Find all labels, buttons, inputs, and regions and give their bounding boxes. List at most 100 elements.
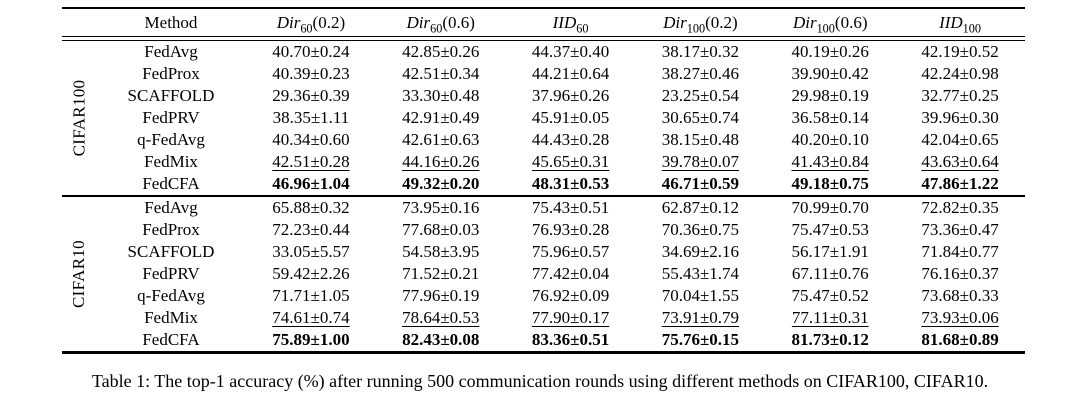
value-cell: 43.63±0.64 bbox=[895, 151, 1025, 173]
dataset-block-cifar10: CIFAR10 FedAvg 65.88±0.32 73.95±0.16 75.43±0… bbox=[62, 197, 1025, 351]
method-cell: FedMix bbox=[144, 308, 198, 327]
accuracy-value: 36.58±0.14 bbox=[791, 108, 869, 127]
value-cell: 72.82±0.35 bbox=[895, 197, 1025, 219]
value-cell: 49.18±0.75 bbox=[765, 173, 895, 195]
table-row: FedCFA 75.89±1.00 82.43±0.08 83.36±0.51 75.7… bbox=[96, 329, 1025, 351]
accuracy-value: 44.21±0.64 bbox=[531, 64, 610, 83]
accuracy-value: 40.39±0.23 bbox=[272, 64, 350, 83]
table-row: FedAvg 65.88±0.32 73.95±0.16 75.43±0.51 62.8… bbox=[96, 197, 1025, 219]
method-cell: FedCFA bbox=[142, 174, 200, 193]
accuracy-value: 46.96±1.04 bbox=[272, 174, 350, 193]
math-symbol: Dir bbox=[792, 13, 817, 32]
dataset-label-text: CIFAR10 bbox=[69, 240, 89, 308]
method-cell: SCAFFOLD bbox=[127, 86, 215, 105]
value-cell: 81.68±0.89 bbox=[895, 329, 1025, 351]
accuracy-value: 38.17±0.32 bbox=[661, 42, 740, 61]
value-cell: 67.11±0.76 bbox=[765, 263, 895, 285]
math-symbol: Dir bbox=[276, 13, 301, 32]
accuracy-value: 39.78±0.07 bbox=[661, 152, 740, 171]
value-cell: 40.39±0.23 bbox=[246, 63, 376, 85]
value-cell: 75.43±0.51 bbox=[506, 197, 636, 219]
value-cell: 77.96±0.19 bbox=[376, 285, 506, 307]
accuracy-value: 40.19±0.26 bbox=[791, 42, 869, 61]
accuracy-value: 73.95±0.16 bbox=[402, 198, 480, 217]
accuracy-value: 62.87±0.12 bbox=[661, 198, 740, 217]
value-cell: 29.98±0.19 bbox=[765, 85, 895, 107]
accuracy-value: 75.47±0.52 bbox=[791, 286, 869, 305]
value-cell: 44.43±0.28 bbox=[506, 129, 636, 151]
accuracy-value: 75.76±0.15 bbox=[661, 330, 740, 349]
value-cell: 40.70±0.24 bbox=[246, 41, 376, 63]
value-cell: 40.34±0.60 bbox=[246, 129, 376, 151]
accuracy-value: 74.61±0.74 bbox=[272, 308, 350, 327]
accuracy-value: 49.32±0.20 bbox=[402, 174, 480, 193]
table-row: FedPRV 38.35±1.11 42.91±0.49 45.91±0.05 30.6… bbox=[96, 107, 1025, 129]
method-cell: q-FedAvg bbox=[137, 286, 205, 305]
accuracy-value: 59.42±2.26 bbox=[272, 264, 350, 283]
value-cell: 70.36±0.75 bbox=[635, 219, 765, 241]
math-argument: (0.6) bbox=[442, 13, 475, 32]
accuracy-value: 38.15±0.48 bbox=[661, 130, 740, 149]
column-header: IID100 bbox=[895, 9, 1025, 36]
table-caption: Table 1: The top-1 accuracy (%) after ru… bbox=[91, 370, 989, 391]
value-cell: 65.88±0.32 bbox=[246, 197, 376, 219]
value-cell: 38.27±0.46 bbox=[635, 63, 765, 85]
value-cell: 42.24±0.98 bbox=[895, 63, 1025, 85]
accuracy-value: 29.36±0.39 bbox=[272, 86, 350, 105]
accuracy-value: 30.65±0.74 bbox=[661, 108, 740, 127]
column-header: Method bbox=[144, 13, 198, 32]
accuracy-value: 32.77±0.25 bbox=[921, 86, 999, 105]
value-cell: 42.51±0.28 bbox=[246, 151, 376, 173]
value-cell: 78.64±0.53 bbox=[376, 307, 506, 329]
math-subscript: 100 bbox=[962, 21, 982, 36]
value-cell: 29.36±0.39 bbox=[246, 85, 376, 107]
accuracy-value: 42.51±0.28 bbox=[272, 152, 350, 171]
accuracy-value: 72.82±0.35 bbox=[921, 198, 999, 217]
accuracy-value: 70.04±1.55 bbox=[661, 286, 740, 305]
value-cell: 75.76±0.15 bbox=[635, 329, 765, 351]
math-subscript: 100 bbox=[686, 21, 706, 36]
value-cell: 81.73±0.12 bbox=[765, 329, 895, 351]
value-cell: 77.90±0.17 bbox=[506, 307, 636, 329]
method-cell: FedProx bbox=[142, 220, 200, 239]
method-cell: FedAvg bbox=[144, 42, 198, 61]
value-cell: 38.17±0.32 bbox=[635, 41, 765, 63]
math-subscript: 60 bbox=[300, 21, 313, 36]
value-cell: 30.65±0.74 bbox=[635, 107, 765, 129]
value-cell: 55.43±1.74 bbox=[635, 263, 765, 285]
accuracy-value: 75.96±0.57 bbox=[531, 242, 610, 261]
value-cell: 39.96±0.30 bbox=[895, 107, 1025, 129]
accuracy-value: 39.96±0.30 bbox=[921, 108, 999, 127]
method-cell: FedCFA bbox=[142, 330, 200, 349]
accuracy-value: 45.65±0.31 bbox=[531, 152, 610, 171]
value-cell: 77.42±0.04 bbox=[506, 263, 636, 285]
math-symbol: Dir bbox=[663, 13, 687, 32]
value-cell: 75.89±1.00 bbox=[246, 329, 376, 351]
accuracy-value: 76.93±0.28 bbox=[531, 220, 610, 239]
accuracy-value: 37.96±0.26 bbox=[531, 86, 610, 105]
value-cell: 77.68±0.03 bbox=[376, 219, 506, 241]
value-cell: 56.17±1.91 bbox=[765, 241, 895, 263]
accuracy-value: 38.35±1.11 bbox=[272, 108, 350, 127]
value-cell: 42.85±0.26 bbox=[376, 41, 506, 63]
accuracy-value: 42.91±0.49 bbox=[402, 108, 480, 127]
table-row: FedMix 42.51±0.28 44.16±0.26 45.65±0.31 39.7… bbox=[96, 151, 1025, 173]
math-symbol: IID bbox=[552, 13, 577, 32]
math-argument: (0.6) bbox=[834, 13, 868, 32]
method-cell: FedPRV bbox=[142, 264, 200, 283]
accuracy-value: 75.43±0.51 bbox=[531, 198, 610, 217]
accuracy-value: 48.31±0.53 bbox=[531, 174, 610, 193]
value-cell: 77.11±0.31 bbox=[765, 307, 895, 329]
header-row: Method Dir60(0.2) Dir60(0.6) IID60 Dir100(0.… bbox=[62, 9, 1025, 36]
dataset-label: CIFAR100 bbox=[62, 41, 96, 195]
method-cell: FedProx bbox=[142, 64, 200, 83]
accuracy-value: 42.19±0.52 bbox=[921, 42, 999, 61]
table-row: FedPRV 59.42±2.26 71.52±0.21 77.42±0.04 55.4… bbox=[96, 263, 1025, 285]
accuracy-value: 75.89±1.00 bbox=[272, 330, 350, 349]
value-cell: 59.42±2.26 bbox=[246, 263, 376, 285]
table-row: FedProx 72.23±0.44 77.68±0.03 76.93±0.28 70.… bbox=[96, 219, 1025, 241]
value-cell: 41.43±0.84 bbox=[765, 151, 895, 173]
accuracy-value: 44.16±0.26 bbox=[402, 152, 480, 171]
value-cell: 40.19±0.26 bbox=[765, 41, 895, 63]
value-cell: 62.87±0.12 bbox=[635, 197, 765, 219]
